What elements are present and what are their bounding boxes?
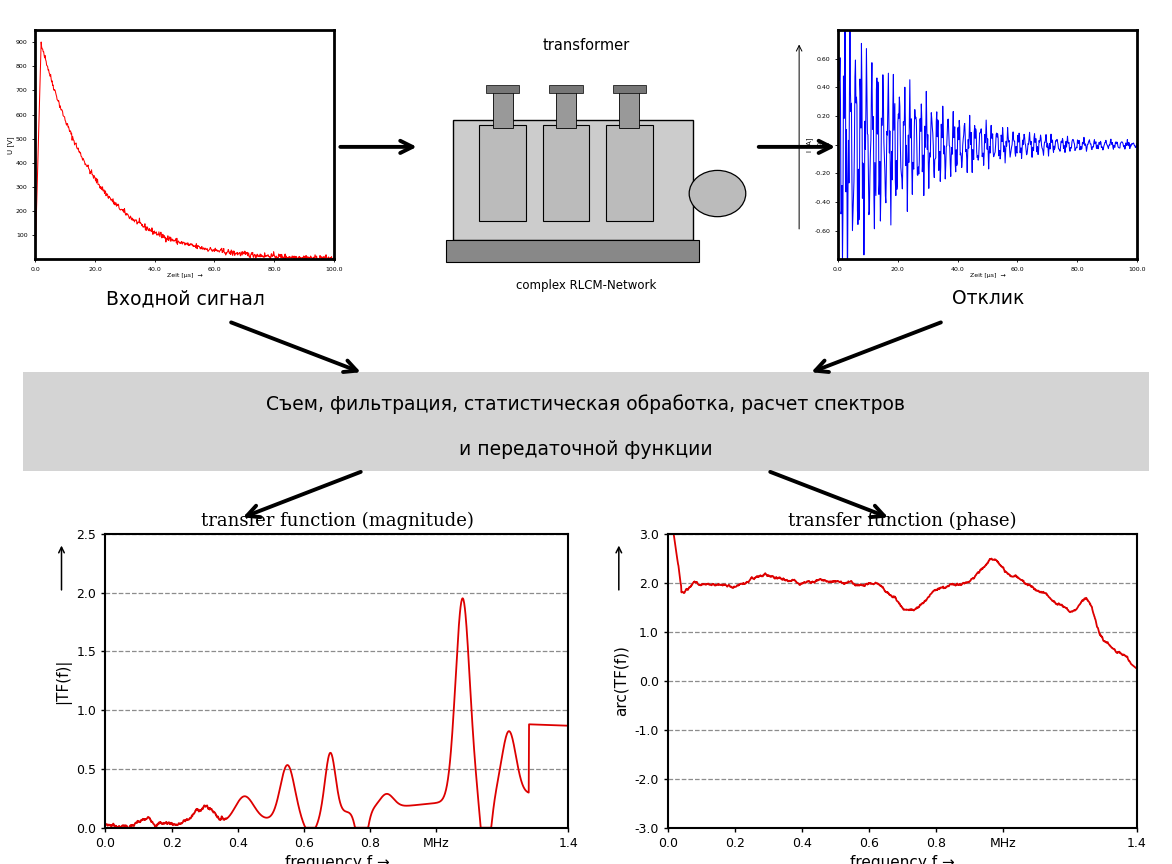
Y-axis label: U [V]: U [V]: [8, 136, 14, 154]
X-axis label: frequency f →: frequency f →: [850, 855, 955, 864]
Text: и передаточной функции: и передаточной функции: [459, 440, 713, 459]
FancyBboxPatch shape: [0, 370, 1172, 473]
Bar: [556, 90, 575, 128]
Bar: [693, 180, 720, 207]
Y-axis label: arc(TF(f)): arc(TF(f)): [614, 645, 629, 716]
X-axis label: Zeit [μs]  →: Zeit [μs] →: [969, 273, 1006, 278]
Text: Отклик: Отклик: [952, 289, 1024, 308]
Title: transfer function (magnitude): transfer function (magnitude): [200, 511, 473, 530]
Text: complex RLCM-Network: complex RLCM-Network: [516, 278, 656, 291]
Bar: [486, 85, 519, 92]
Bar: [543, 125, 590, 220]
Y-axis label: I [A]: I [A]: [806, 137, 813, 152]
Circle shape: [689, 170, 745, 217]
Bar: [606, 125, 653, 220]
Title: transfer function (phase): transfer function (phase): [789, 511, 1016, 530]
Bar: [447, 240, 700, 262]
Y-axis label: |TF(f)|: |TF(f)|: [55, 658, 70, 703]
Bar: [550, 85, 582, 92]
Bar: [452, 120, 693, 240]
Text: Съем, фильтрация, статистическая обработка, расчет спектров: Съем, фильтрация, статистическая обработ…: [266, 395, 906, 414]
Text: Входной сигнал: Входной сигнал: [105, 289, 265, 308]
Bar: [613, 85, 646, 92]
X-axis label: Zeit [μs]  →: Zeit [μs] →: [166, 273, 203, 278]
Bar: [492, 90, 513, 128]
Bar: [619, 90, 639, 128]
Bar: [479, 125, 526, 220]
X-axis label: frequency f →: frequency f →: [285, 855, 389, 864]
Text: transformer: transformer: [543, 38, 629, 54]
